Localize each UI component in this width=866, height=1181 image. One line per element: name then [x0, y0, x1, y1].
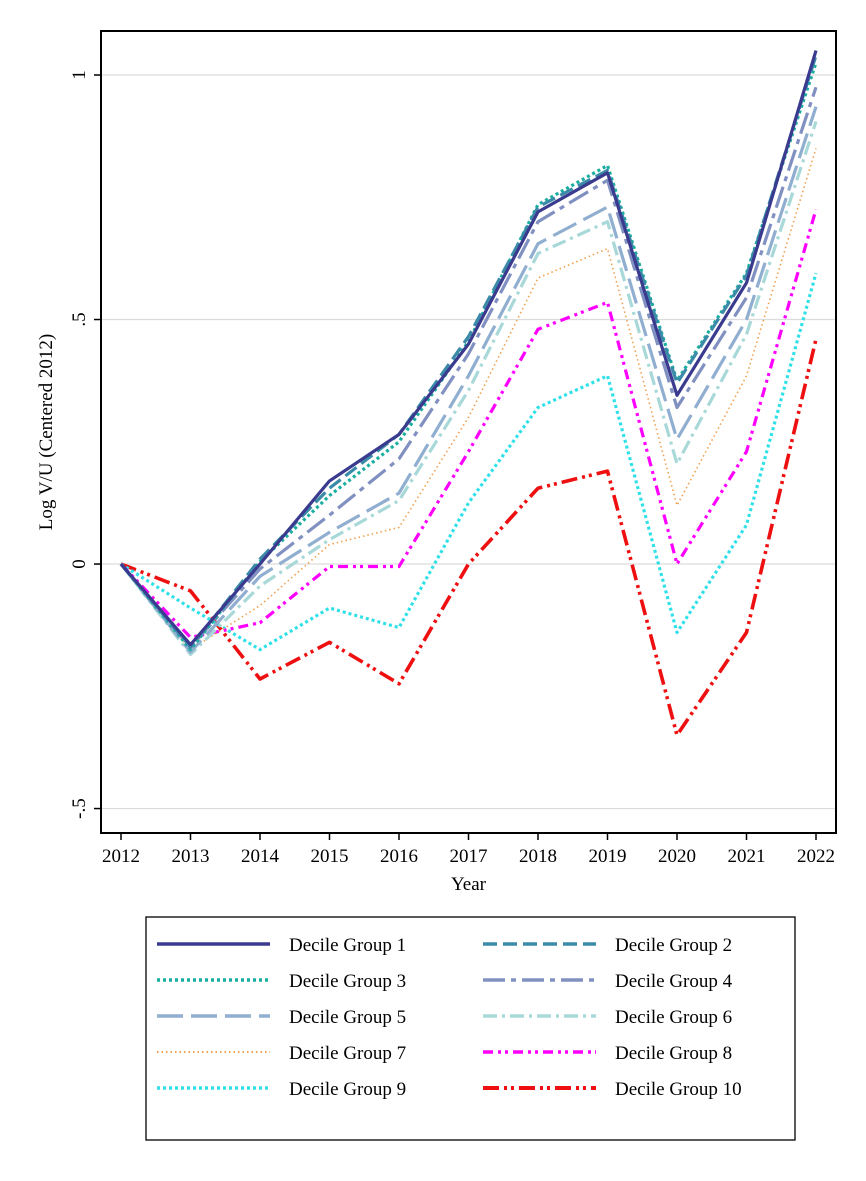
x-axis: 2012 2013 2014 2015 2016 2017 2018 2019 2020 2021… — [102, 833, 835, 867]
series-line-9 — [120, 272, 818, 652]
x-tick-label-1: 2013 — [172, 846, 210, 867]
legend-label-1: Decile Group 1 — [289, 935, 406, 956]
series-line-1 — [119, 50, 818, 647]
plot-area-frame — [100, 30, 837, 834]
legend-label-5: Decile Group 5 — [289, 1007, 406, 1028]
x-tick-label-4: 2016 — [380, 846, 418, 867]
y-tick-label-3: 1 — [69, 70, 90, 80]
legend-label-8: Decile Group 8 — [615, 1043, 732, 1064]
y-tick-label-1: 0 — [69, 559, 90, 569]
y-axis-label: Log V/U (Centered 2012) — [36, 334, 57, 530]
legend-label-3: Decile Group 3 — [289, 971, 406, 992]
x-tick-label-7: 2019 — [589, 846, 627, 867]
legend-label-7: Decile Group 7 — [289, 1043, 406, 1064]
series-line-10 — [120, 338, 818, 738]
x-tick-label-5: 2017 — [450, 846, 488, 867]
series-line-4 — [119, 86, 818, 649]
x-axis-label: Year — [451, 874, 487, 895]
legend-label-9: Decile Group 9 — [289, 1079, 406, 1100]
y-tick-label-0: -.5 — [69, 798, 90, 819]
legend: Decile Group 1 Decile Group 2 Decile Group… — [145, 916, 796, 1141]
x-tick-label-9: 2021 — [728, 846, 766, 867]
legend-label-4: Decile Group 4 — [615, 971, 733, 992]
y-tick-label-2: .5 — [69, 312, 90, 326]
series-line-6 — [119, 121, 818, 657]
series-lines — [119, 50, 818, 738]
x-tick-label-2: 2014 — [241, 846, 280, 867]
gridlines — [101, 74, 836, 810]
y-axis: -.5 0 .5 1 — [69, 70, 101, 819]
legend-label-2: Decile Group 2 — [615, 935, 732, 956]
legend-label-10: Decile Group 10 — [615, 1079, 742, 1100]
x-tick-label-6: 2018 — [519, 846, 557, 867]
legend-frame — [145, 916, 796, 1141]
x-tick-label-0: 2012 — [102, 846, 140, 867]
series-line-7 — [120, 148, 817, 651]
series-line-8 — [119, 209, 818, 640]
x-tick-label-8: 2020 — [658, 846, 696, 867]
legend-label-6: Decile Group 6 — [615, 1007, 732, 1028]
x-tick-label-3: 2015 — [311, 846, 349, 867]
series-line-5 — [119, 106, 818, 654]
x-tick-label-10: 2022 — [797, 846, 835, 867]
